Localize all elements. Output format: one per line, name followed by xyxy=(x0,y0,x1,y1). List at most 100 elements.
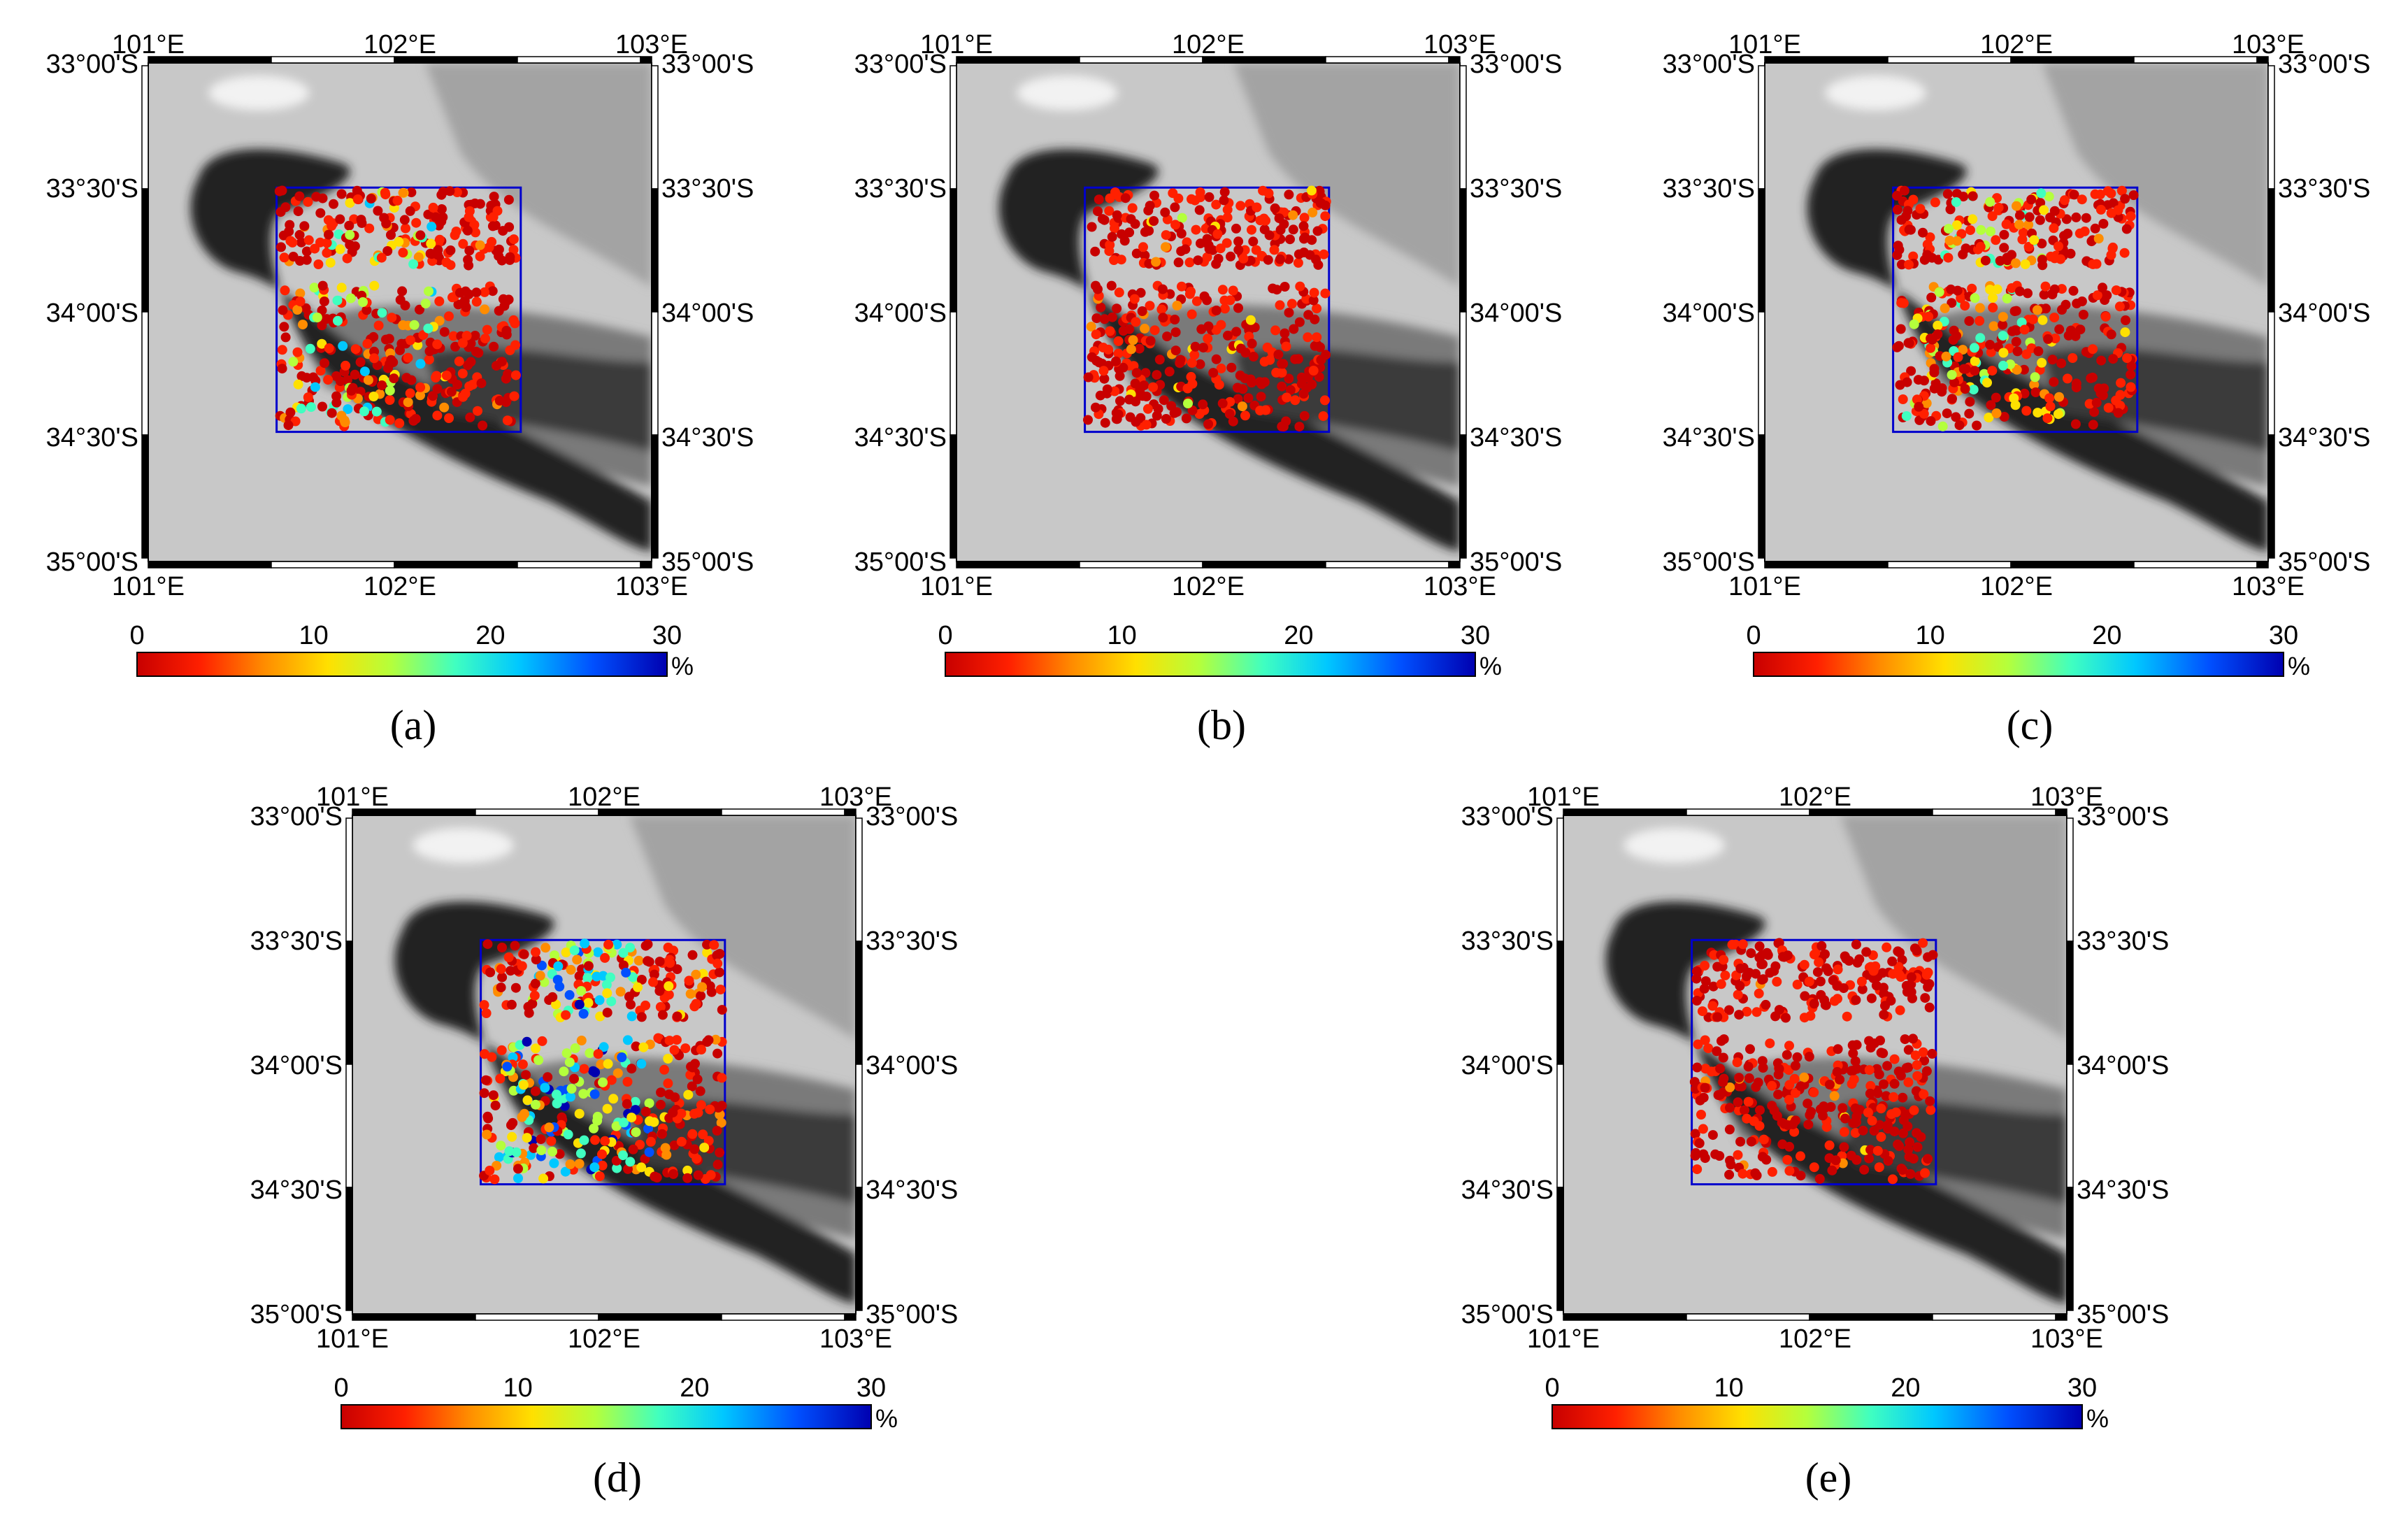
data-point xyxy=(2092,290,2102,301)
colorbar-tick-label: 0 xyxy=(334,1373,348,1403)
data-point xyxy=(657,1129,667,1139)
data-point xyxy=(1998,360,2008,371)
data-point xyxy=(633,955,644,966)
data-point xyxy=(335,244,345,255)
data-point xyxy=(1814,1173,1825,1184)
data-point xyxy=(380,187,390,198)
data-point xyxy=(1734,1010,1744,1020)
data-point xyxy=(306,402,316,413)
data-point xyxy=(1110,187,1120,197)
frame-segment xyxy=(1448,561,1461,569)
data-point xyxy=(618,948,629,958)
lon-label-bottom: 101°E xyxy=(1728,572,1801,601)
data-point xyxy=(2059,231,2069,241)
data-point xyxy=(446,387,457,397)
data-point xyxy=(1782,1154,1793,1165)
lon-label-top: 102°E xyxy=(1779,782,1851,812)
data-point xyxy=(664,981,674,992)
data-point xyxy=(2115,389,2126,400)
data-point xyxy=(1691,966,1702,976)
data-point xyxy=(1968,191,1978,201)
data-point xyxy=(640,1000,651,1010)
data-point xyxy=(544,1122,554,1133)
data-point xyxy=(1692,1062,1703,1073)
data-point xyxy=(605,972,615,982)
data-point xyxy=(2029,235,2040,245)
data-point xyxy=(649,1117,659,1127)
data-point xyxy=(369,280,380,291)
lon-label-top: 103°E xyxy=(1424,30,1496,59)
data-point xyxy=(1889,1127,1900,1137)
data-point xyxy=(1796,1151,1805,1161)
data-point xyxy=(612,939,622,950)
data-point xyxy=(510,370,521,380)
data-point xyxy=(1888,1174,1898,1185)
data-point xyxy=(519,949,529,959)
data-point xyxy=(1856,976,1867,987)
lat-label-right: 33°00'S xyxy=(1470,50,1562,79)
data-point xyxy=(1189,350,1200,360)
lat-label-right: 33°00'S xyxy=(2278,50,2370,79)
data-point xyxy=(396,338,407,349)
data-point xyxy=(1156,304,1167,315)
data-point xyxy=(529,1143,539,1153)
data-point xyxy=(1765,968,1775,978)
data-point xyxy=(1318,411,1328,422)
data-point xyxy=(434,234,445,245)
data-point xyxy=(1985,340,1995,350)
data-point xyxy=(475,199,485,209)
data-point xyxy=(521,1070,531,1080)
data-point xyxy=(317,193,328,203)
data-point xyxy=(1825,1080,1835,1089)
data-point xyxy=(1865,1080,1876,1091)
data-point xyxy=(2114,301,2125,312)
data-point xyxy=(1923,1154,1933,1164)
data-point xyxy=(428,202,438,213)
data-point xyxy=(656,1087,666,1098)
data-point xyxy=(1875,1036,1885,1045)
data-point xyxy=(1812,967,1823,978)
data-point xyxy=(709,940,719,950)
data-point xyxy=(697,982,708,992)
data-point xyxy=(1889,1078,1900,1089)
data-point xyxy=(561,1010,571,1020)
frame-segment xyxy=(855,1187,863,1311)
data-point xyxy=(415,382,426,392)
lat-label-right: 35°00'S xyxy=(1470,548,1562,577)
data-point xyxy=(547,1146,557,1157)
data-point xyxy=(2116,378,2126,388)
data-point xyxy=(554,981,565,992)
data-point xyxy=(1233,236,1244,247)
data-point xyxy=(501,373,511,384)
data-point xyxy=(1272,285,1282,295)
data-point xyxy=(325,257,336,268)
data-point xyxy=(489,192,499,202)
data-point xyxy=(1217,285,1228,295)
data-point xyxy=(690,1059,700,1069)
data-point xyxy=(1839,1142,1849,1152)
data-point xyxy=(692,1074,703,1085)
data-point xyxy=(423,323,433,334)
data-point xyxy=(1903,1077,1914,1087)
data-point xyxy=(1889,1054,1900,1064)
data-point xyxy=(503,194,514,205)
frame-segment xyxy=(2010,561,2135,569)
frame-segment xyxy=(1758,311,1765,436)
colorbar-unit: % xyxy=(2086,1404,2109,1433)
data-point xyxy=(663,943,673,952)
frame-segment xyxy=(1809,1313,1933,1321)
data-point xyxy=(1746,948,1756,959)
data-point xyxy=(1840,1113,1850,1124)
data-point xyxy=(665,958,675,968)
data-point xyxy=(366,194,376,203)
data-point xyxy=(628,1144,638,1154)
data-point xyxy=(1832,1066,1842,1077)
data-point xyxy=(1881,1091,1891,1101)
panel-label: (a) xyxy=(390,702,437,748)
data-point xyxy=(1263,255,1273,265)
lat-label-left: 34°00'S xyxy=(46,299,138,328)
data-point xyxy=(1909,319,1919,329)
data-point xyxy=(1944,236,1955,245)
